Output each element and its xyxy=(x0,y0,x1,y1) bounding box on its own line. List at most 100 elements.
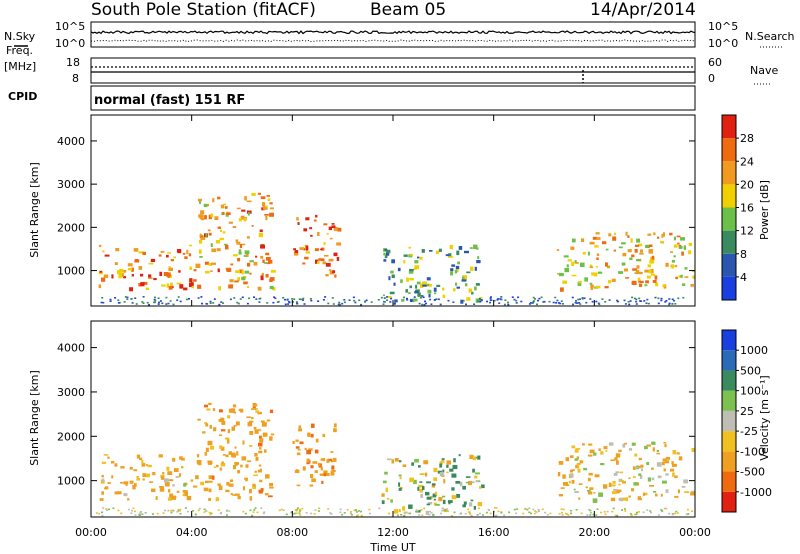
backscatter-cell xyxy=(655,282,659,287)
ground-scatter-cell xyxy=(464,512,467,515)
backscatter-cell xyxy=(615,453,621,458)
backscatter-cell xyxy=(570,246,575,250)
backscatter-cell xyxy=(205,233,208,238)
backscatter-cell xyxy=(632,466,636,470)
ground-scatter-cell xyxy=(200,296,203,298)
backscatter-cell xyxy=(312,461,318,464)
backscatter-cell xyxy=(420,493,423,498)
backscatter-cell xyxy=(419,488,423,493)
backscatter-cell xyxy=(227,415,231,419)
ground-scatter-cell xyxy=(127,508,130,511)
backscatter-cell xyxy=(220,463,226,467)
backscatter-cell xyxy=(103,454,109,456)
backscatter-cell xyxy=(632,476,636,478)
power-ylabel: Slant Range [km] xyxy=(28,162,41,258)
backscatter-cell xyxy=(595,266,598,268)
backscatter-cell xyxy=(155,496,158,500)
backscatter-cell xyxy=(269,482,274,487)
ground-scatter-cell xyxy=(478,298,481,300)
ground-scatter-cell xyxy=(154,296,156,299)
backscatter-cell xyxy=(314,470,318,473)
ground-scatter-cell xyxy=(105,508,108,510)
ground-scatter-cell xyxy=(157,297,160,299)
y-tick-label: 4000 xyxy=(57,342,85,355)
backscatter-cell xyxy=(254,453,258,457)
backscatter-cell xyxy=(317,231,320,236)
backscatter-cell xyxy=(125,484,128,486)
backscatter-cell xyxy=(469,247,473,249)
ground-scatter-cell xyxy=(310,299,313,302)
backscatter-cell xyxy=(628,477,631,479)
backscatter-cell xyxy=(173,468,179,472)
backscatter-cell xyxy=(107,456,110,459)
backscatter-cell xyxy=(237,495,241,500)
backscatter-cell xyxy=(220,429,226,432)
freq-tick-top: 18 xyxy=(66,56,80,69)
backscatter-cell xyxy=(565,457,569,462)
backscatter-cell xyxy=(138,266,143,270)
backscatter-cell xyxy=(309,484,314,487)
ground-scatter-cell xyxy=(532,296,535,299)
ground-scatter-cell xyxy=(673,299,675,302)
backscatter-cell xyxy=(176,282,182,285)
backscatter-cell xyxy=(207,463,212,465)
backscatter-cell xyxy=(593,492,596,494)
backscatter-cell xyxy=(120,466,125,469)
ground-scatter-cell xyxy=(515,299,518,302)
backscatter-cell xyxy=(188,244,193,247)
backscatter-cell xyxy=(587,477,591,482)
backscatter-cell xyxy=(644,492,648,496)
backscatter-cell xyxy=(465,476,471,478)
backscatter-cell xyxy=(580,262,585,267)
backscatter-cell xyxy=(257,286,262,291)
ground-scatter-cell xyxy=(364,300,367,303)
ground-scatter-cell xyxy=(109,298,112,301)
ground-scatter-cell xyxy=(194,513,197,516)
ground-scatter-cell xyxy=(559,302,562,305)
ground-scatter-cell xyxy=(355,509,357,511)
backscatter-cell xyxy=(382,294,385,297)
ground-scatter-cell xyxy=(614,514,617,517)
backscatter-cell xyxy=(260,255,264,259)
y-tick-label: 1000 xyxy=(57,475,85,488)
ground-scatter-cell xyxy=(109,300,112,302)
backscatter-cell xyxy=(207,229,211,232)
backscatter-cell xyxy=(318,462,321,467)
ground-scatter-cell xyxy=(500,296,503,298)
backscatter-cell xyxy=(295,439,299,442)
ground-scatter-cell xyxy=(117,302,120,304)
ground-scatter-cell xyxy=(188,298,190,300)
x-tick-label: 00:00 xyxy=(75,526,107,539)
backscatter-cell xyxy=(473,244,478,249)
backscatter-cell xyxy=(121,273,124,277)
backscatter-cell xyxy=(571,238,576,243)
backscatter-cell xyxy=(217,196,221,200)
backscatter-cell xyxy=(683,479,688,484)
backscatter-cell xyxy=(409,253,414,256)
backscatter-cell xyxy=(310,465,314,469)
backscatter-cell xyxy=(173,256,176,259)
backscatter-cell xyxy=(646,275,651,279)
backscatter-cell xyxy=(293,248,296,251)
noise-sky-line xyxy=(90,30,696,35)
backscatter-cell xyxy=(408,504,413,509)
backscatter-cell xyxy=(234,280,239,283)
backscatter-cell xyxy=(563,482,568,486)
backscatter-cell xyxy=(311,423,315,428)
ground-scatter-cell xyxy=(409,512,412,515)
backscatter-cell xyxy=(456,286,460,289)
backscatter-cell xyxy=(246,236,250,239)
ground-scatter-cell xyxy=(513,508,516,511)
ground-scatter-cell xyxy=(418,514,421,516)
ground-scatter-cell xyxy=(494,507,497,509)
backscatter-cell xyxy=(671,461,674,465)
ground-scatter-cell xyxy=(203,511,206,513)
ground-scatter-cell xyxy=(410,300,413,302)
backscatter-cell xyxy=(678,244,682,248)
ground-scatter-cell xyxy=(179,512,182,515)
backscatter-cell xyxy=(255,410,260,413)
backscatter-cell xyxy=(323,255,329,257)
backscatter-cell xyxy=(471,291,474,295)
ground-scatter-cell xyxy=(169,300,172,302)
backscatter-cell xyxy=(677,242,680,245)
